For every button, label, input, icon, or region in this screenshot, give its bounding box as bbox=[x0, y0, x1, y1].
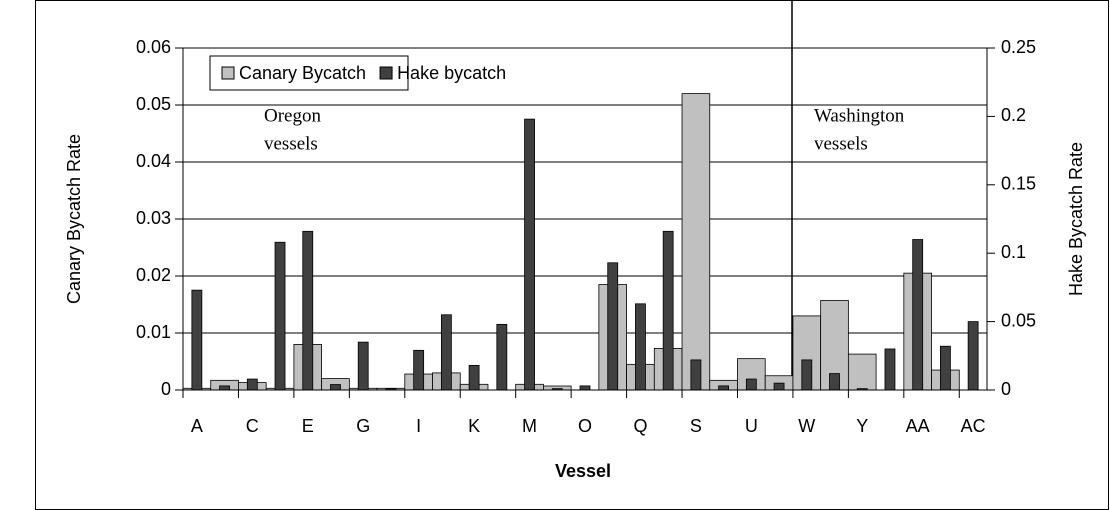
x-tick-label: A bbox=[191, 416, 203, 436]
bar bbox=[718, 385, 730, 391]
x-tick-label: G bbox=[356, 416, 370, 436]
bar bbox=[967, 321, 979, 391]
y2-tick-label: 0.15 bbox=[1001, 174, 1036, 194]
bar bbox=[496, 323, 508, 391]
x-tick-label: U bbox=[745, 416, 758, 436]
bar bbox=[681, 93, 711, 391]
bar bbox=[330, 384, 341, 391]
bar bbox=[884, 348, 896, 391]
x-tick-label: Q bbox=[633, 416, 647, 436]
legend-box bbox=[209, 55, 409, 91]
y2-tick-label: 0 bbox=[1001, 379, 1011, 399]
bar bbox=[773, 382, 785, 391]
bar bbox=[801, 359, 813, 391]
x-tick-label: C bbox=[246, 416, 259, 436]
y2-tick-label: 0.25 bbox=[1001, 37, 1036, 57]
bar bbox=[302, 230, 314, 391]
y2-axis-label: Hake Bycatch Rate bbox=[1066, 142, 1086, 296]
x-tick-label: I bbox=[416, 416, 421, 436]
bar bbox=[413, 349, 425, 391]
annotation: vessels bbox=[264, 133, 318, 154]
y-tick-label: 0.04 bbox=[136, 151, 171, 171]
x-tick-label: Y bbox=[856, 416, 868, 436]
x-tick-label: W bbox=[798, 416, 815, 436]
y2-tick-label: 0.05 bbox=[1001, 310, 1036, 330]
bar bbox=[579, 385, 591, 391]
bar bbox=[191, 289, 203, 391]
x-tick-label: S bbox=[690, 416, 702, 436]
bar bbox=[635, 303, 646, 391]
x-tick-label: AA bbox=[906, 416, 930, 436]
legend-label: Canary Bycatch bbox=[239, 63, 366, 83]
bar bbox=[246, 378, 258, 391]
bar bbox=[468, 364, 480, 391]
legend-swatch bbox=[379, 66, 393, 80]
bar bbox=[607, 262, 619, 391]
y-tick-label: 0.01 bbox=[136, 322, 171, 342]
x-tick-label: AC bbox=[961, 416, 986, 436]
x-tick-label: E bbox=[302, 416, 314, 436]
annotation: Washington bbox=[814, 105, 905, 126]
bar bbox=[524, 118, 535, 391]
x-tick-label: K bbox=[468, 416, 480, 436]
bar bbox=[912, 239, 924, 391]
y-tick-label: 0.02 bbox=[136, 265, 171, 285]
annotation: vessels bbox=[814, 133, 868, 154]
annotation: Oregon bbox=[264, 105, 321, 126]
bar bbox=[357, 341, 369, 391]
bar bbox=[940, 345, 951, 391]
x-axis-label: Vessel bbox=[555, 461, 611, 481]
bar bbox=[274, 241, 286, 391]
legend-label: Hake bycatch bbox=[397, 63, 506, 83]
bar bbox=[690, 359, 702, 391]
y2-tick-label: 0.2 bbox=[1001, 105, 1026, 125]
legend-swatch bbox=[221, 66, 235, 80]
bar bbox=[662, 230, 674, 391]
bar bbox=[847, 353, 877, 391]
y2-tick-label: 0.1 bbox=[1001, 242, 1026, 262]
bar bbox=[745, 378, 757, 391]
y-tick-label: 0.06 bbox=[136, 37, 171, 57]
x-tick-label: O bbox=[578, 416, 592, 436]
y-tick-label: 0.03 bbox=[136, 208, 171, 228]
bar bbox=[440, 314, 452, 391]
y-axis-label: Canary Bycatch Rate bbox=[64, 134, 84, 304]
bar bbox=[219, 385, 230, 391]
x-tick-label: M bbox=[522, 416, 537, 436]
bar bbox=[829, 373, 840, 391]
y-tick-label: 0 bbox=[161, 379, 171, 399]
y-tick-label: 0.05 bbox=[136, 94, 171, 114]
